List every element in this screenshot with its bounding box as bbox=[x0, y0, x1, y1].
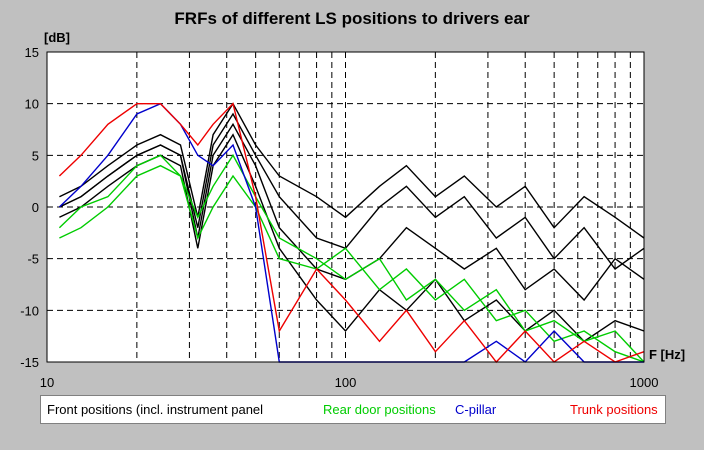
y-tick-label: -10 bbox=[20, 303, 39, 318]
x-tick-label: 10 bbox=[40, 375, 54, 390]
y-tick-label: 0 bbox=[32, 200, 39, 215]
legend-front: Front positions (incl. instrument panel bbox=[47, 402, 264, 417]
y-axis-label: [dB] bbox=[44, 30, 70, 45]
grid bbox=[47, 52, 644, 362]
y-tick-label: 5 bbox=[32, 148, 39, 163]
x-tick-label: 100 bbox=[335, 375, 357, 390]
y-tick-label: -15 bbox=[20, 355, 39, 370]
series-line-front bbox=[59, 102, 645, 239]
legend-c-pillar: C-pillar bbox=[455, 402, 497, 417]
legend-trunk: Trunk positions bbox=[570, 402, 658, 417]
y-tick-label: 10 bbox=[25, 97, 39, 112]
x-axis-label: F [Hz] bbox=[649, 347, 686, 362]
x-tick-label: 1000 bbox=[630, 375, 659, 390]
legend: Front positions (incl. instrument panel … bbox=[40, 395, 666, 424]
series-line-trunk bbox=[58, 102, 645, 364]
series-line-rear_door bbox=[58, 153, 645, 363]
y-tick-label: 15 bbox=[25, 45, 39, 60]
y-tick-label: -5 bbox=[27, 252, 39, 267]
series-line-front bbox=[59, 112, 645, 270]
chart-title: FRFs of different LS positions to driver… bbox=[174, 9, 530, 28]
plot-frame bbox=[46, 51, 645, 363]
legend-rear-door: Rear door positions bbox=[323, 402, 436, 417]
